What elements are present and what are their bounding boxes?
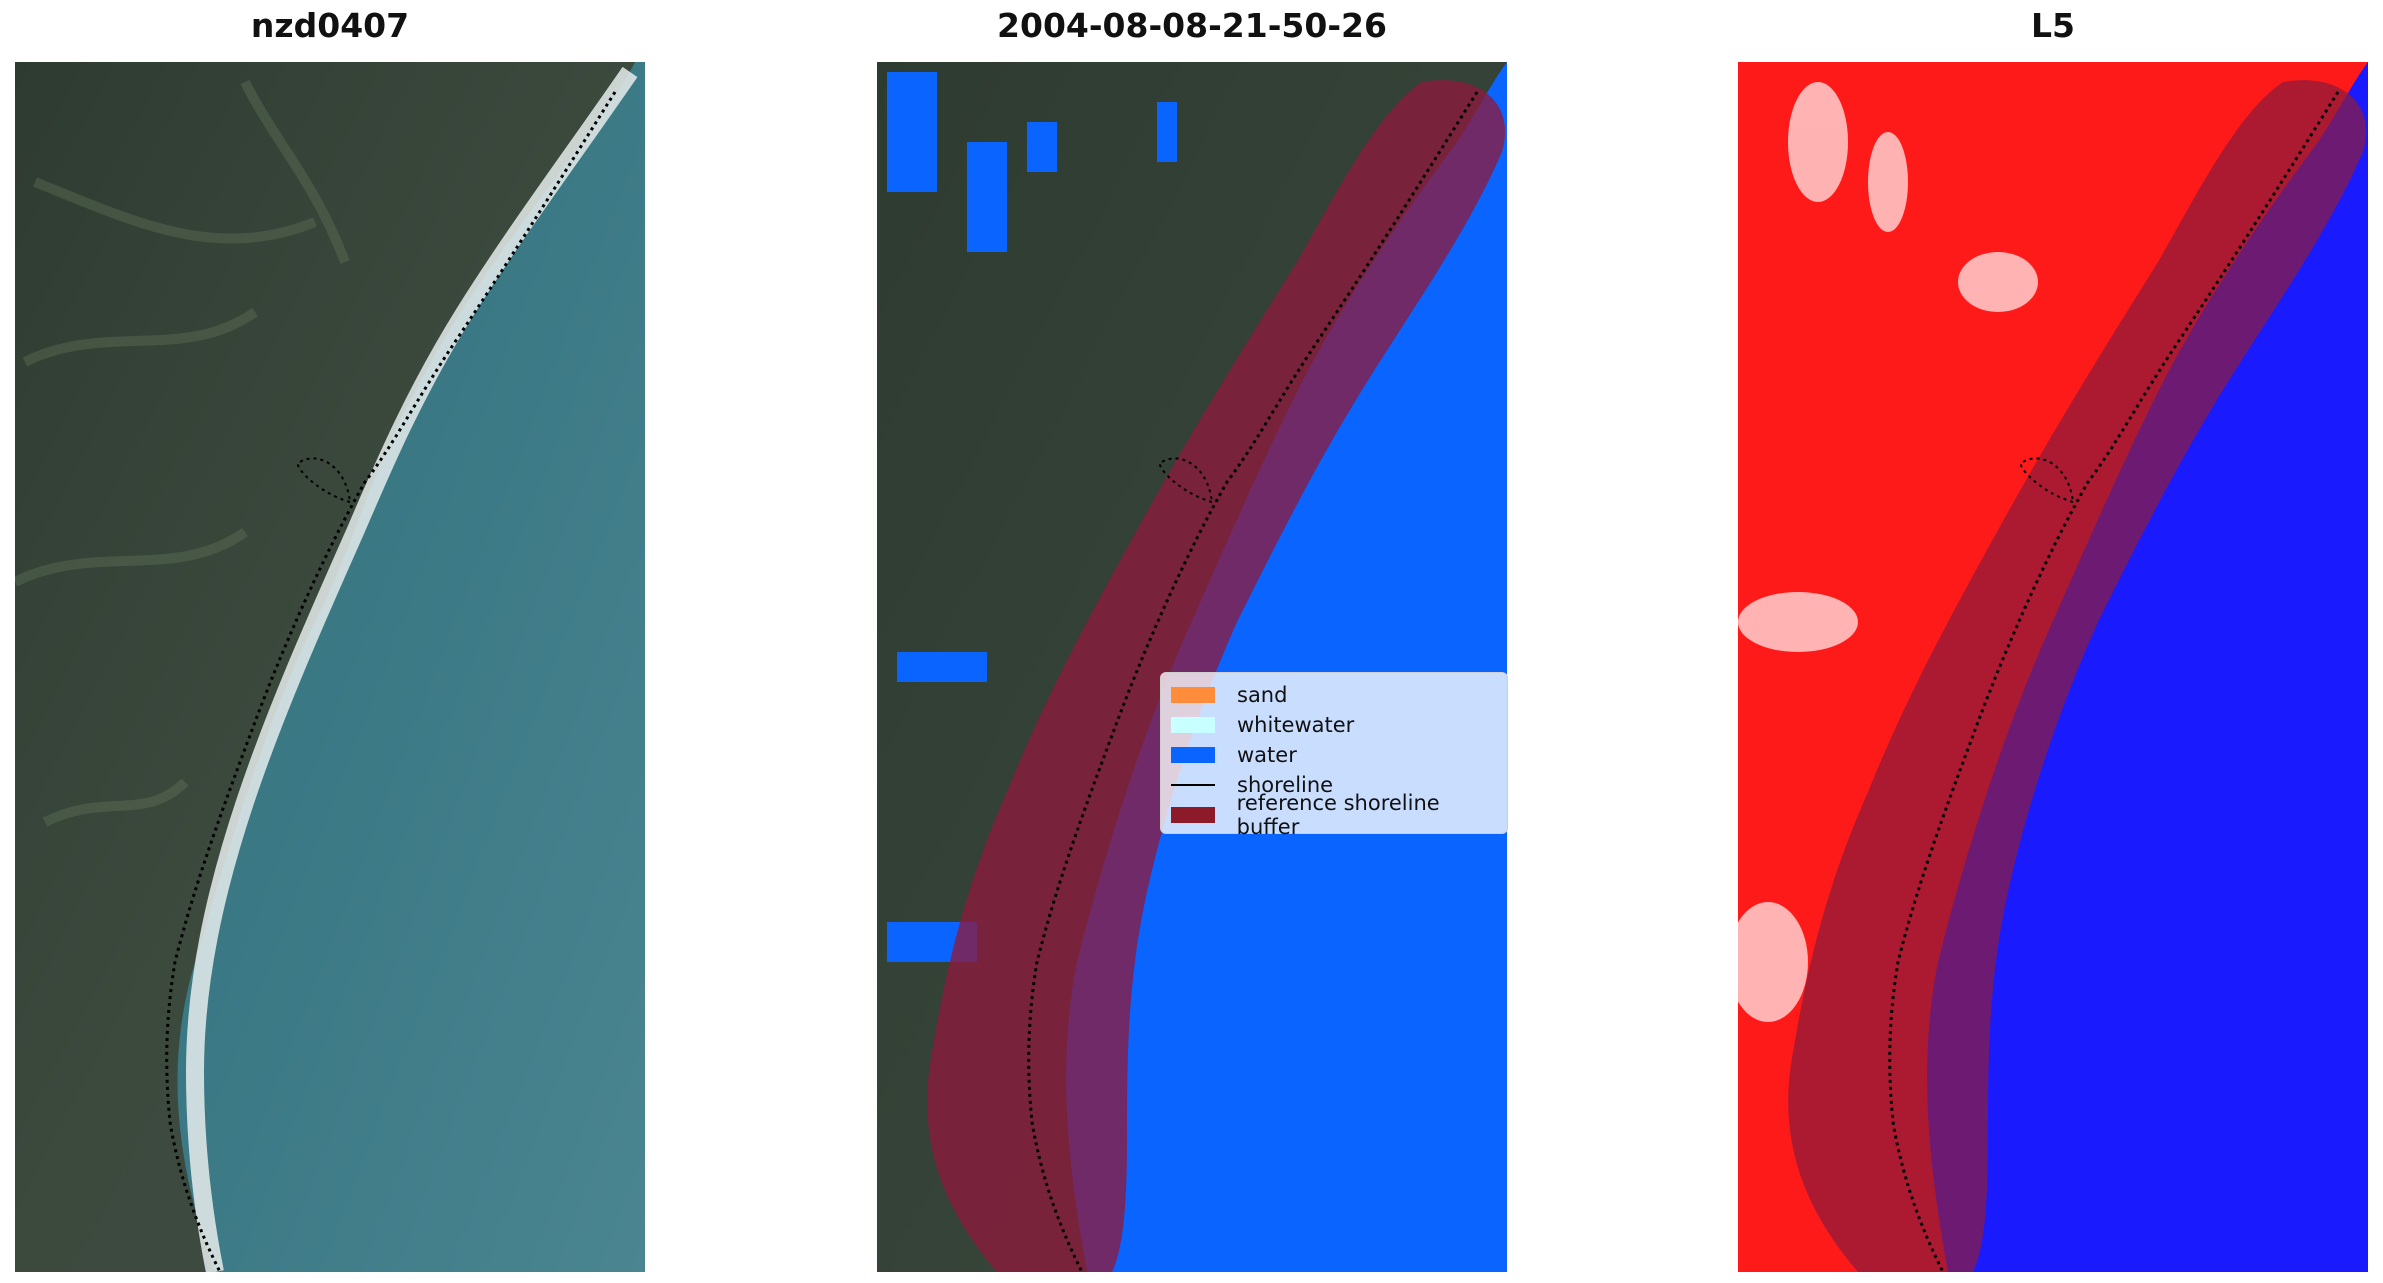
- buffer-swatch: [1171, 807, 1215, 823]
- legend-label-sand: sand: [1237, 683, 1288, 707]
- shoreline-dotted-line: [165, 91, 617, 1272]
- legend-item-whitewater: whitewater: [1171, 711, 1354, 739]
- panel-title-3: L5: [2031, 6, 2075, 45]
- rgb-image: [15, 62, 645, 1272]
- whitewater-swatch: [1171, 717, 1215, 733]
- legend-label-shoreline: shoreline: [1237, 773, 1334, 797]
- panel-classified: 2004-08-08-21-50-26: [877, 0, 1507, 1283]
- legend-label-buffer: reference shoreline buffer: [1236, 791, 1440, 839]
- sand-swatch: [1171, 687, 1215, 703]
- classified-image: [877, 62, 1507, 1272]
- legend-item-water: water: [1171, 741, 1297, 769]
- legend-item-buffer: reference shoreline buffer: [1171, 791, 1507, 839]
- shoreline-buffer-band: [927, 80, 1506, 1272]
- panel-l5: L5: [1738, 0, 2368, 1283]
- panel-title-2: 2004-08-08-21-50-26: [997, 6, 1387, 45]
- panel-rgb: nzd0407: [15, 0, 645, 1283]
- legend-label-whitewater: whitewater: [1237, 713, 1355, 737]
- shoreline-line-icon: [1171, 784, 1215, 786]
- legend-item-sand: sand: [1171, 681, 1287, 709]
- water-swatch: [1171, 747, 1215, 763]
- legend-item-shoreline: shoreline: [1171, 771, 1333, 799]
- legend: sand whitewater water shoreline referenc…: [1160, 672, 1508, 839]
- l5-image: [1738, 62, 2368, 1272]
- panel-title-1: nzd0407: [250, 6, 410, 45]
- legend-label-water: water: [1237, 743, 1297, 767]
